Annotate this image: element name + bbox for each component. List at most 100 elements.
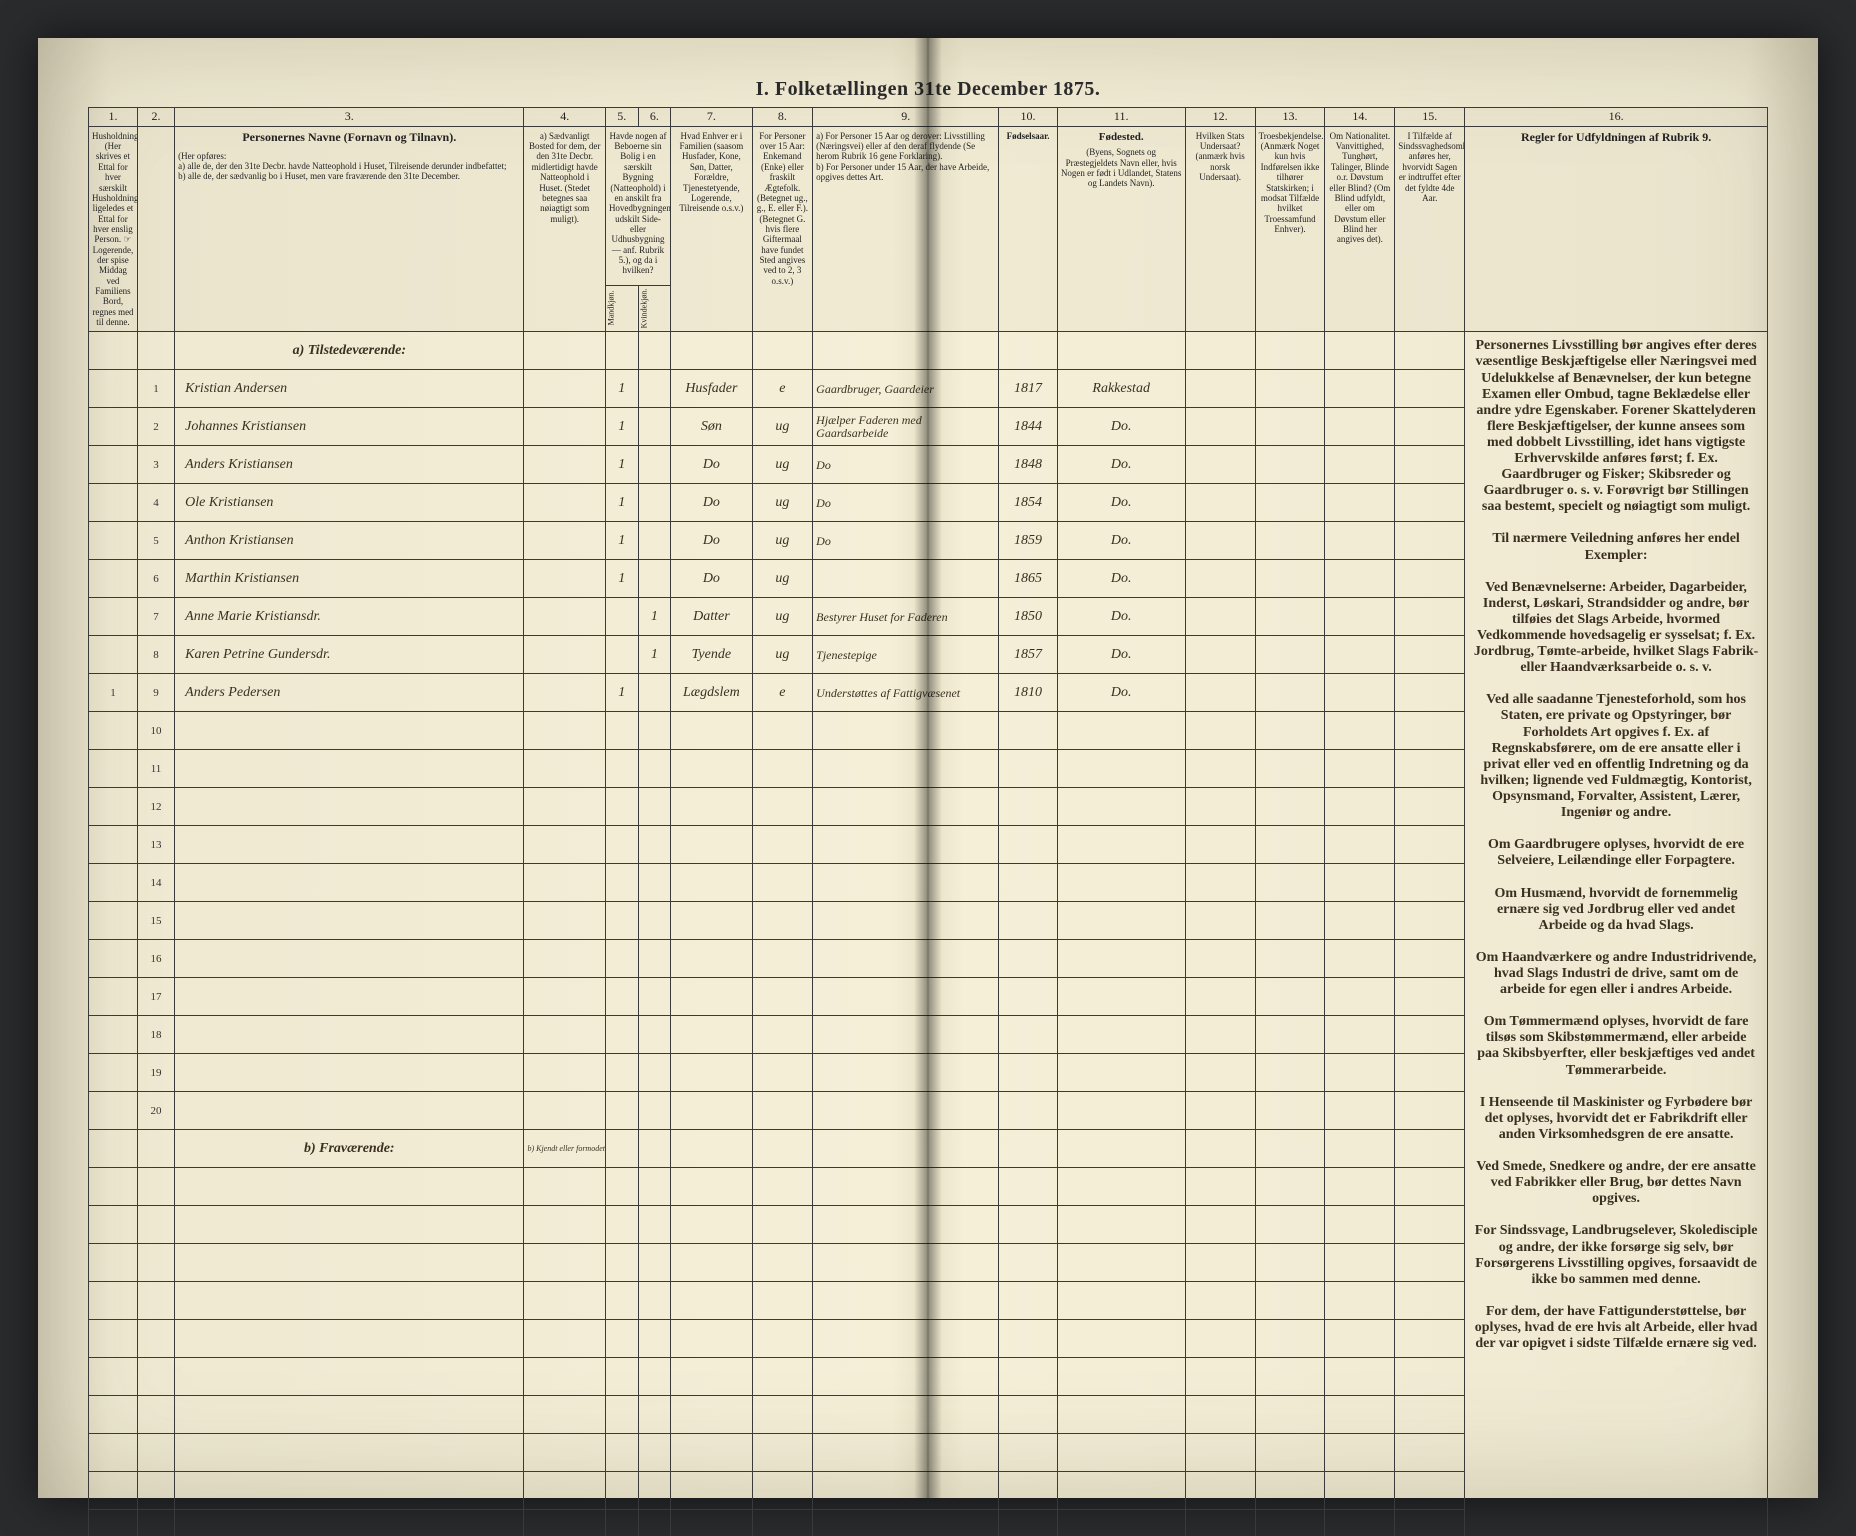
cell-c15 <box>1395 978 1465 1016</box>
cell-c4 <box>524 484 606 522</box>
cell-c4 <box>524 1434 606 1472</box>
colnum: 16. <box>1465 108 1768 127</box>
cell-household <box>89 1016 138 1054</box>
cell-c13 <box>1255 522 1325 560</box>
cell-birthplace: Do. <box>1057 674 1185 712</box>
cell-relation: Do <box>671 560 753 598</box>
cell-c12 <box>1185 598 1255 636</box>
cell-c4 <box>524 446 606 484</box>
cell-year <box>999 902 1057 940</box>
cell-c13 <box>1255 826 1325 864</box>
cell-occupation: Do <box>813 522 999 560</box>
cell-c12 <box>1185 1434 1255 1472</box>
cell-name <box>175 1054 524 1092</box>
cell-female <box>638 1092 671 1130</box>
cell-occupation <box>813 826 999 864</box>
colnum: 15. <box>1395 108 1465 127</box>
cell-c15 <box>1395 370 1465 408</box>
cell-c4 <box>524 1168 606 1206</box>
cell-c15 <box>1395 1510 1465 1536</box>
cell-female <box>638 560 671 598</box>
cell-male <box>605 1510 638 1536</box>
cell-male: 1 <box>605 408 638 446</box>
cell-c15 <box>1395 598 1465 636</box>
cell-household <box>89 598 138 636</box>
cell-c13 <box>1255 408 1325 446</box>
cell-year: 1810 <box>999 674 1057 712</box>
cell-c13 <box>1255 1016 1325 1054</box>
cell-c15 <box>1395 750 1465 788</box>
husfader-hint <box>671 332 753 370</box>
cell-rownum: 15 <box>137 902 174 940</box>
cell-rownum <box>137 1206 174 1244</box>
cell-c12 <box>1185 826 1255 864</box>
cell-birthplace <box>1057 1472 1185 1510</box>
cell-c15 <box>1395 1396 1465 1434</box>
cell-year <box>999 750 1057 788</box>
colnum: 6. <box>638 108 671 127</box>
cell-c4 <box>524 370 606 408</box>
cell-c13 <box>1255 1320 1325 1358</box>
cell-c4 <box>524 560 606 598</box>
cell-c15 <box>1395 1472 1465 1510</box>
cell-household <box>89 940 138 978</box>
cell-c13 <box>1255 864 1325 902</box>
cell-male <box>605 1320 638 1358</box>
cell-rownum <box>137 1396 174 1434</box>
cell-c14 <box>1325 826 1395 864</box>
cell-female <box>638 1282 671 1320</box>
cell-name <box>175 750 524 788</box>
cell-name <box>175 1016 524 1054</box>
cell-year <box>999 940 1057 978</box>
cell-c13 <box>1255 1206 1325 1244</box>
cell-birthplace <box>1057 1016 1185 1054</box>
cell-name <box>175 1434 524 1472</box>
cell-relation: Datter <box>671 598 753 636</box>
header-c3: Personernes Navne (Fornavn og Tilnavn). … <box>175 126 524 332</box>
cell-male <box>605 940 638 978</box>
cell-occupation: Hjælper Faderen med Gaardsarbeide <box>813 408 999 446</box>
cell-relation <box>671 788 753 826</box>
cell-c15 <box>1395 408 1465 446</box>
cell-civil <box>752 1396 813 1434</box>
cell-relation <box>671 1472 753 1510</box>
cell-male <box>605 1016 638 1054</box>
cell-rownum <box>137 1510 174 1536</box>
cell-civil <box>752 712 813 750</box>
cell-relation: Do <box>671 522 753 560</box>
cell-civil: e <box>752 674 813 712</box>
cell-c12 <box>1185 522 1255 560</box>
cell-c12 <box>1185 1472 1255 1510</box>
cell-occupation <box>813 1472 999 1510</box>
cell-relation <box>671 1510 753 1536</box>
cell-birthplace <box>1057 1092 1185 1130</box>
cell-name <box>175 978 524 1016</box>
cell-year: 1865 <box>999 560 1057 598</box>
cell-year <box>999 1510 1057 1536</box>
cell-household <box>89 1206 138 1244</box>
cell-female <box>638 826 671 864</box>
cell-c14 <box>1325 408 1395 446</box>
colnum: 2. <box>137 108 174 127</box>
cell-rownum: 14 <box>137 864 174 902</box>
cell-civil <box>752 1510 813 1536</box>
cell-male <box>605 1092 638 1130</box>
cell-c14 <box>1325 712 1395 750</box>
cell-rownum: 17 <box>137 978 174 1016</box>
cell-name <box>175 1320 524 1358</box>
cell-c13 <box>1255 1282 1325 1320</box>
cell-c4 <box>524 1244 606 1282</box>
cell-civil <box>752 826 813 864</box>
cell-household <box>89 1320 138 1358</box>
cell-name <box>175 826 524 864</box>
cell-birthplace <box>1057 1244 1185 1282</box>
cell-rownum <box>137 1244 174 1282</box>
cell-civil: ug <box>752 598 813 636</box>
cell-c4 <box>524 1092 606 1130</box>
cell-female <box>638 978 671 1016</box>
cell-occupation <box>813 1016 999 1054</box>
cell-c15 <box>1395 1092 1465 1130</box>
cell-relation <box>671 1054 753 1092</box>
cell-c13 <box>1255 788 1325 826</box>
cell-c12 <box>1185 978 1255 1016</box>
